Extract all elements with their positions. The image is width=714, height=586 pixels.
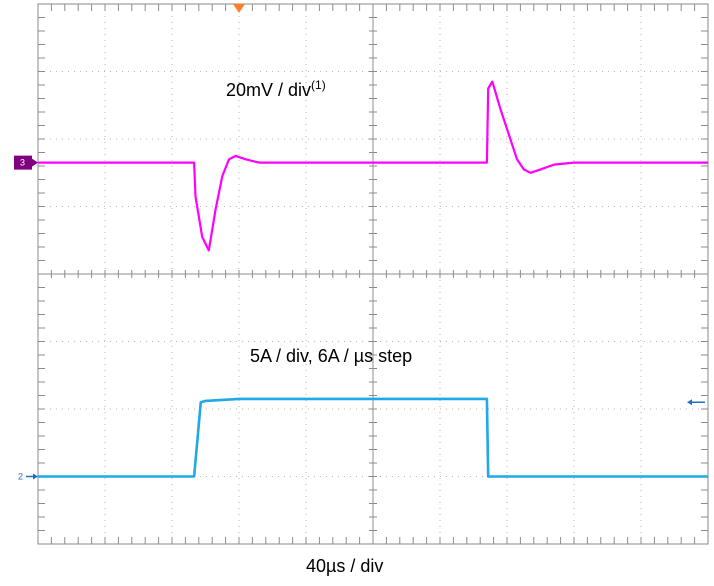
traces <box>38 80 708 478</box>
voltage-scale-label: 20mV / div(1) <box>226 78 326 100</box>
channel-2-marker-label: 2 <box>18 472 23 482</box>
voltage-scale-footnote: (1) <box>311 78 326 92</box>
trigger-level-arrow <box>687 399 692 406</box>
channel-3-arrow <box>32 158 38 167</box>
time-scale-label: 40µs / div <box>306 556 384 576</box>
trace-channel-3 <box>38 80 708 252</box>
trigger-position-marker <box>233 4 245 13</box>
graticule <box>37 3 709 545</box>
trace-channel-2 <box>38 397 708 478</box>
channel-markers: 32 <box>14 4 705 482</box>
channel-3-marker-label: 3 <box>20 158 25 168</box>
current-scale-label: 5A / div, 6A / µs step <box>250 346 413 366</box>
channel-2-arrow <box>33 473 38 480</box>
channel-3-marker <box>14 155 32 170</box>
